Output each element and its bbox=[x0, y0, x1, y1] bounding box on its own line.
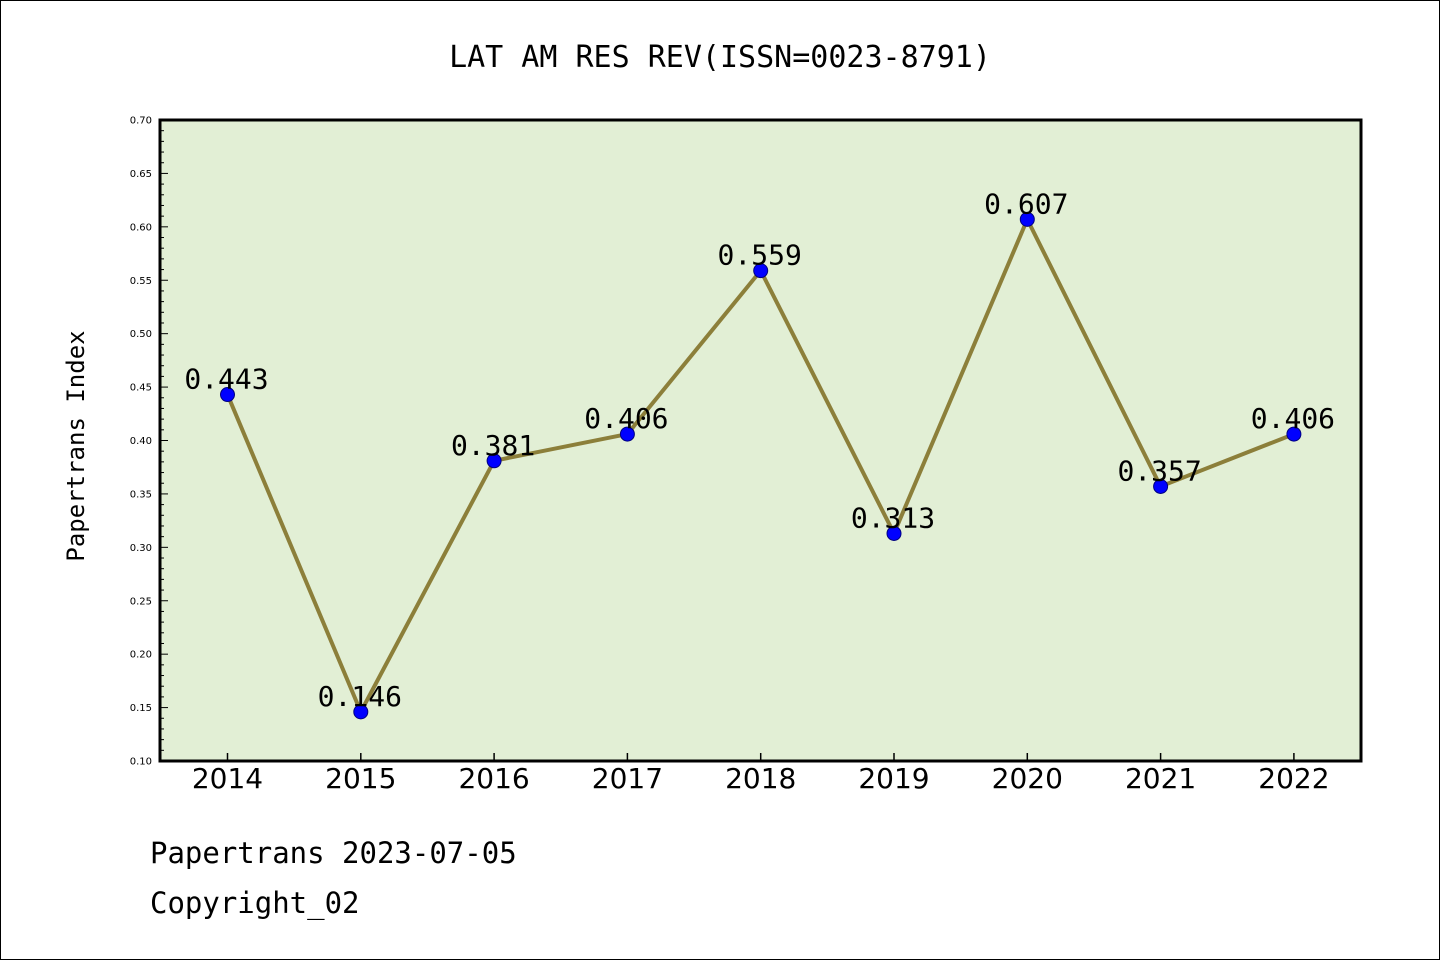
data-point bbox=[486, 453, 502, 469]
footer-date-line: Papertrans 2023-07-05 bbox=[150, 836, 517, 870]
x-tick-label: 2017 bbox=[592, 762, 663, 795]
data-point bbox=[1286, 426, 1302, 442]
y-tick-label: 0.25 bbox=[130, 596, 152, 607]
y-tick-label: 0.40 bbox=[130, 436, 152, 447]
x-tick-label: 2020 bbox=[992, 762, 1063, 795]
y-axis-label: Papertrans Index bbox=[62, 330, 90, 561]
y-tick-label: 0.45 bbox=[130, 383, 152, 394]
y-tick-label: 0.50 bbox=[130, 329, 152, 340]
y-tick-label: 0.10 bbox=[130, 757, 152, 768]
data-point bbox=[353, 704, 369, 720]
chart-title: LAT AM RES REV(ISSN=0023-8791) bbox=[449, 40, 991, 75]
data-point bbox=[619, 426, 635, 442]
data-point bbox=[1019, 211, 1035, 227]
x-tick-label: 2022 bbox=[1258, 762, 1329, 795]
data-label: 0.607 bbox=[984, 187, 1068, 220]
data-label: 0.406 bbox=[584, 402, 668, 435]
y-tick-label: 0.35 bbox=[130, 489, 152, 500]
x-tick-label: 2018 bbox=[725, 762, 796, 795]
y-tick-label: 0.65 bbox=[130, 169, 152, 180]
data-series: 0.443 0.146 0.381 0.406 0.559 0.313 0.607 0.357… bbox=[184, 187, 1335, 720]
data-point bbox=[220, 387, 235, 403]
x-tick-label: 2021 bbox=[1125, 762, 1196, 795]
y-tick-label: 0.20 bbox=[130, 650, 152, 661]
footer-copyright-line: Copyright_02 bbox=[150, 886, 360, 920]
data-point bbox=[1153, 478, 1169, 494]
data-label: 0.559 bbox=[718, 239, 802, 272]
x-axis-ticks: 2014 2015 2016 2017 2018 2019 2020 2021 2022 bbox=[192, 753, 1330, 795]
y-tick-label: 0.30 bbox=[130, 543, 152, 554]
data-label: 0.146 bbox=[318, 680, 402, 713]
y-tick-label: 0.60 bbox=[130, 222, 152, 233]
x-tick-label: 2014 bbox=[192, 762, 263, 795]
data-label: 0.406 bbox=[1251, 402, 1335, 435]
y-tick-label: 0.15 bbox=[130, 703, 152, 714]
data-label: 0.381 bbox=[451, 429, 535, 462]
plot-area bbox=[158, 118, 1363, 763]
y-axis-ticks: 0.10 0.15 0.20 0.25 0.30 0.35 0.40 0.45 0.50 0.55… bbox=[130, 116, 168, 768]
data-point bbox=[753, 263, 769, 279]
y-tick-label: 0.55 bbox=[130, 276, 152, 287]
x-tick-label: 2019 bbox=[858, 762, 929, 795]
data-label: 0.357 bbox=[1117, 454, 1201, 487]
data-point bbox=[886, 525, 902, 541]
y-tick-label: 0.70 bbox=[130, 116, 152, 127]
data-label: 0.313 bbox=[851, 501, 935, 534]
data-label: 0.443 bbox=[184, 363, 268, 396]
x-tick-label: 2016 bbox=[458, 762, 529, 795]
x-tick-label: 2015 bbox=[325, 762, 396, 795]
